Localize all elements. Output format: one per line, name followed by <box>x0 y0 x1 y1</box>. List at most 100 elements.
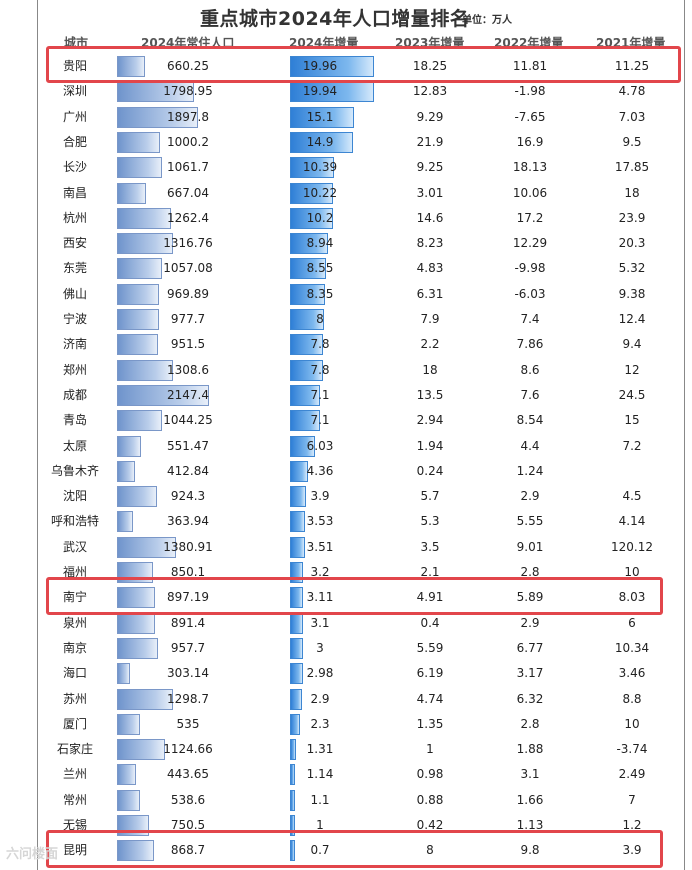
table-row: 西安 1316.76 8.94 8.23 12.29 20.3 <box>0 231 692 256</box>
inc-2024-cell: 7.8 <box>310 337 330 352</box>
city-cell: 贵阳 <box>62 59 87 73</box>
inc-2024-cell: 1 <box>316 818 324 832</box>
increase-bar <box>290 637 303 659</box>
pop-cell: 957.7 <box>170 640 206 655</box>
inc-2022-cell: 3.17 <box>516 666 544 681</box>
pop-cell: 1044.25 <box>163 413 213 428</box>
increase-bar <box>290 713 300 735</box>
city-cell: 南宁 <box>62 590 87 605</box>
inc-2021-cell: 1.2 <box>622 818 642 832</box>
inc-2021-cell: 12.4 <box>618 312 646 326</box>
population-bar <box>117 233 174 255</box>
table-row: 青岛 1044.25 7.1 2.94 8.54 15 <box>0 408 692 433</box>
inc-2022-cell: 1.24 <box>516 463 544 478</box>
increase-bar <box>290 283 326 305</box>
population-bar <box>117 688 173 710</box>
population-bar <box>117 460 135 482</box>
inc-2023-cell: 13.5 <box>416 387 444 402</box>
table-row: 泉州 891.4 3.1 0.4 2.9 6 <box>0 611 692 636</box>
inc-2024-cell: 2.9 <box>310 691 330 706</box>
increase-bar <box>290 359 323 381</box>
city-cell: 海口 <box>62 666 87 681</box>
pop-cell: 1897.8 <box>167 109 209 124</box>
inc-2023-cell: 6.31 <box>416 286 444 301</box>
table-row: 沈阳 924.3 3.9 5.7 2.9 4.5 <box>0 484 692 509</box>
pop-cell: 1380.91 <box>163 539 213 554</box>
increase-bar <box>290 688 303 710</box>
inc-2022-cell: 2.9 <box>520 489 540 504</box>
pop-cell: 897.19 <box>167 590 209 605</box>
city-cell: 青岛 <box>62 413 87 428</box>
inc-2024-cell: 10.39 <box>302 160 338 175</box>
population-bar <box>117 309 159 330</box>
city-cell: 南京 <box>62 640 87 655</box>
population-bar <box>117 587 156 609</box>
inc-2022-cell: -9.98 <box>514 261 546 276</box>
inc-2023-cell: 1 <box>426 742 434 757</box>
inc-2021-cell: 7.03 <box>618 109 646 124</box>
city-cell: 厦门 <box>62 716 87 731</box>
increase-bar <box>290 258 326 280</box>
inc-2023-cell: 0.98 <box>416 767 444 782</box>
inc-2023-cell: 8.23 <box>416 236 444 251</box>
pop-cell: 977.7 <box>170 312 206 326</box>
inc-2024-cell: 3.11 <box>306 590 334 605</box>
pop-cell: 660.25 <box>167 59 209 73</box>
inc-2021-cell: 7.2 <box>622 438 642 453</box>
inc-2023-cell: 2.1 <box>420 565 440 579</box>
population-bar <box>117 106 199 128</box>
inc-2021-cell: 5.32 <box>618 261 646 276</box>
inc-2024-cell: 3.53 <box>306 514 334 529</box>
inc-2024-cell: 7.8 <box>310 362 330 377</box>
increase-bar <box>290 789 295 811</box>
inc-2022-cell: 9.8 <box>520 843 540 858</box>
population-bar <box>117 207 172 229</box>
population-bar <box>117 536 177 558</box>
inc-2023-cell: 4.74 <box>416 691 444 706</box>
table-frame <box>37 0 685 870</box>
pop-cell: 363.94 <box>167 514 209 529</box>
city-cell: 苏州 <box>62 691 87 706</box>
population-bar <box>117 713 140 735</box>
inc-2023-cell: 21.9 <box>416 134 444 149</box>
highlight-box <box>46 577 663 615</box>
inc-2023-cell: 3.5 <box>420 539 440 554</box>
city-cell: 长沙 <box>62 160 87 175</box>
city-cell: 太原 <box>62 438 87 453</box>
city-cell: 合肥 <box>62 134 87 149</box>
inc-2021-cell: 4.5 <box>622 489 642 504</box>
table-row: 济南 951.5 7.8 2.2 7.86 9.4 <box>0 332 692 357</box>
pop-cell: 924.3 <box>170 489 206 504</box>
city-cell: 昆明 <box>62 843 87 858</box>
inc-2021-cell: 10 <box>624 565 640 579</box>
inc-2021-cell: 23.9 <box>618 210 646 225</box>
inc-2021-cell: 9.4 <box>622 337 642 352</box>
table-row: 贵阳 660.25 19.96 18.25 11.81 11.25 <box>0 54 692 79</box>
city-cell: 郑州 <box>62 362 87 377</box>
highlight-box <box>46 830 663 868</box>
table-row: 乌鲁木齐 412.84 4.36 0.24 1.24 <box>0 459 692 484</box>
inc-2024-cell: 8.35 <box>306 286 334 301</box>
inc-2021-cell: 4.14 <box>618 514 646 529</box>
city-cell: 无锡 <box>62 818 87 832</box>
watermark: 六问楼面 <box>6 847 59 862</box>
inc-2024-cell: 14.9 <box>306 134 334 149</box>
inc-2021-cell: 24.5 <box>618 387 646 402</box>
population-bar <box>117 789 141 811</box>
inc-2021-cell: 18 <box>624 185 640 200</box>
population-bar <box>117 486 157 508</box>
inc-2023-cell: 5.3 <box>420 514 440 529</box>
increase-bar <box>290 384 320 406</box>
inc-2022-cell: 18.13 <box>512 160 548 175</box>
inc-2022-cell: 11.81 <box>512 59 548 73</box>
increase-bar <box>290 536 305 558</box>
inc-2023-cell: 1.94 <box>416 438 444 453</box>
inc-2022-cell: -7.65 <box>514 109 546 124</box>
pop-cell: 850.1 <box>170 565 206 579</box>
pop-cell: 1000.2 <box>167 134 209 149</box>
inc-2022-cell: 1.66 <box>516 792 544 807</box>
city-cell: 广州 <box>62 109 87 124</box>
inc-2022-cell: 6.77 <box>516 640 544 655</box>
inc-2021-cell: 10 <box>624 716 640 731</box>
increase-bar <box>290 157 334 179</box>
